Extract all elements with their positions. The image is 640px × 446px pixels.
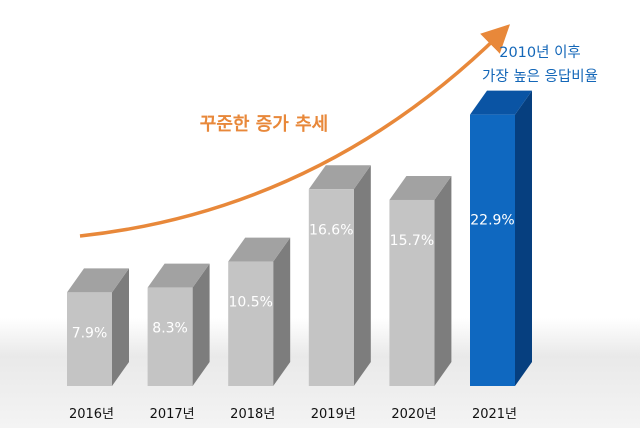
bar-side-face — [515, 90, 532, 386]
annotation-line-2: 가장 높은 응답비율 — [482, 68, 598, 85]
bar-2018년: 10.5% 2018년 — [228, 237, 291, 422]
bar-front-face — [470, 114, 515, 386]
category-label: 2021년 — [472, 407, 517, 422]
trend-label: 꾸준한 증가 추세 — [200, 114, 328, 135]
bar-2021년: 22.9% 2021년 — [470, 90, 532, 422]
category-label: 2018년 — [230, 407, 275, 422]
bar-front-face — [147, 287, 193, 386]
bar-top-face — [308, 165, 371, 190]
bar-side-face — [273, 237, 291, 386]
value-label: 15.7% — [390, 233, 434, 249]
bar-top-face — [389, 175, 452, 200]
bar-top-face — [67, 268, 129, 293]
trend-arrow — [79, 24, 511, 238]
bar-2019년: 16.6% 2019년 — [308, 165, 371, 422]
bar-side-face — [353, 165, 371, 386]
bar-front-face — [308, 189, 354, 386]
bar-front-face — [67, 292, 112, 386]
category-label: 2016년 — [69, 407, 114, 422]
bar-top-face — [470, 90, 532, 115]
value-label: 8.3% — [152, 321, 188, 337]
category-label: 2017년 — [150, 407, 195, 422]
bar-side-face — [434, 175, 452, 386]
value-label: 10.5% — [228, 295, 272, 311]
bar-2020년: 15.7% 2020년 — [389, 175, 452, 422]
bars-layer: 7.9% 2016년 8.3% 2017년 10.5% 2018년 16.6% 2019년 15… — [67, 90, 532, 422]
category-label: 2019년 — [311, 407, 356, 422]
bar-front-face — [228, 261, 274, 386]
bar-2016년: 7.9% 2016년 — [67, 268, 129, 422]
value-label: 16.6% — [309, 222, 353, 238]
bar-top-face — [228, 237, 291, 262]
category-label: 2020년 — [391, 407, 436, 422]
bar-top-face — [147, 263, 210, 288]
bar-front-face — [389, 199, 435, 386]
bar-side-face — [192, 263, 210, 386]
annotation-line-1: 2010년 이후 — [499, 44, 581, 61]
bar-side-face — [112, 268, 129, 386]
bar-2017년: 8.3% 2017년 — [147, 263, 210, 422]
value-label: 7.9% — [72, 325, 108, 341]
value-label: 22.9% — [470, 213, 514, 229]
